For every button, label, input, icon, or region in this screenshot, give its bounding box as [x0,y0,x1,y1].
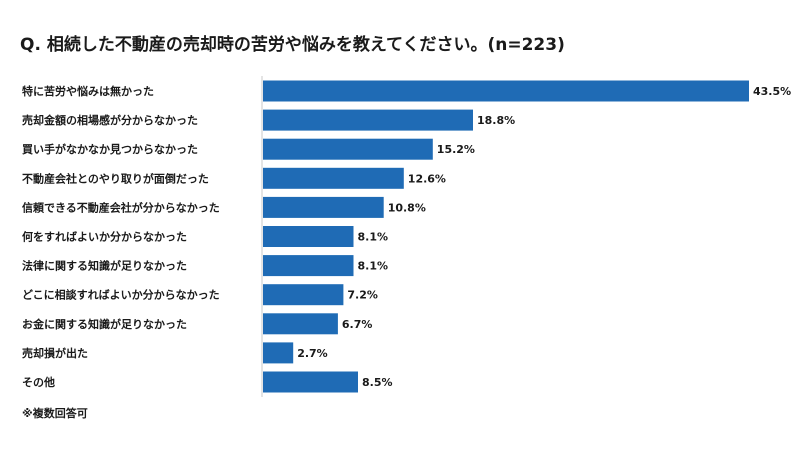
category-label-1: 特に苦労や悩みは無かった [22,84,154,98]
value-labels-layer: 43.5% 18.8% 15.2% 12.6% 10.8% 8.1% 8.1% 7.2% 6.7… [297,85,791,389]
value-label-8: 7.2% [347,289,378,302]
category-label-11: その他 [22,375,55,389]
bar-4 [263,167,404,189]
category-label-9: お金に関する知識が足りなかった [22,317,187,331]
bars-layer [263,80,749,393]
category-label-6: 何をすればよいか分からなかった [22,230,187,244]
category-label-8: どこに相談すればよいか分からなかった [22,288,220,302]
category-label-10: 売却損が出た [22,346,88,360]
value-label-5: 10.8% [388,201,426,214]
value-label-11: 8.5% [362,376,393,389]
bar-10 [263,342,294,364]
category-labels-layer: 特に苦労や悩みは無かった売却金額の相場感が分からなかった買い手がなかなか見つから… [22,84,220,389]
bar-3 [263,138,433,160]
bar-7 [263,255,354,277]
value-label-10: 2.7% [297,347,328,360]
value-label-4: 12.6% [408,172,446,185]
value-label-2: 18.8% [477,114,515,127]
bar-8 [263,284,344,306]
category-label-3: 買い手がなかなか見つからなかった [22,142,198,156]
category-label-7: 法律に関する知識が足りなかった [22,259,187,273]
bar-5 [263,196,384,218]
value-label-7: 8.1% [358,260,389,273]
bar-9 [263,313,338,335]
chart-title: Q. 相続した不動産の売却時の苦労や悩みを教えてください。(n=223) [20,35,565,55]
bar-2 [263,109,473,131]
bar-6 [263,226,354,247]
value-label-3: 15.2% [437,143,475,156]
value-label-6: 8.1% [358,231,389,244]
value-label-1: 43.5% [753,85,791,98]
footnote: ※複数回答可 [22,407,88,420]
category-label-2: 売却金額の相場感が分からなかった [22,113,198,127]
bar-11 [263,371,358,393]
category-label-5: 信頼できる不動産会社が分からなかった [22,200,220,214]
category-label-4: 不動産会社とのやり取りが面倒だった [22,171,209,185]
value-label-9: 6.7% [342,318,373,331]
bar-1 [263,80,749,102]
